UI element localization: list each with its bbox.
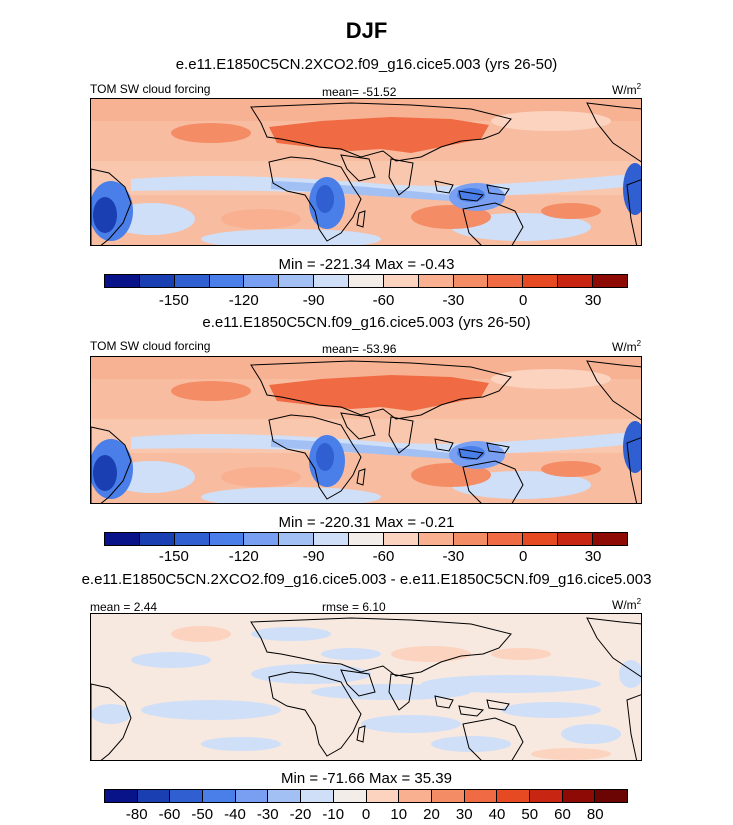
colorbar-swatch [314,533,350,545]
panel2-units: W/m2 [612,339,642,354]
colorbar-tick-label: -60 [372,292,395,309]
panel3-mean-label: mean = 2.44 [90,600,158,614]
colorbar-swatch [399,790,432,802]
colorbar-swatch [279,275,315,287]
colorbar-swatch [137,790,171,802]
colorbar-swatch [431,790,465,802]
colorbar-swatch [383,533,419,545]
colorbar-swatch [314,275,350,287]
colorbar-swatch [488,275,524,287]
colorbar-swatch [529,790,563,802]
colorbar-tick-label: 30 [455,806,473,823]
colorbar-swatch [497,790,530,802]
colorbar-tick-label: 10 [390,806,408,823]
panel3-colorbar [104,789,628,803]
colorbar-swatch [453,533,489,545]
panel3-units: W/m2 [612,597,642,612]
colorbar-swatch [349,275,384,287]
colorbar-tick-label: 30 [584,548,602,565]
colorbar-tick-label: 0 [519,292,528,309]
colorbar-swatch [593,275,627,287]
colorbar-tick-label: 80 [586,806,604,823]
colorbar-swatch [301,790,334,802]
colorbar-swatch [349,533,384,545]
colorbar-swatch [174,275,210,287]
colorbar-swatch [209,275,245,287]
panel2-minmax: Min = -220.31 Max = -0.21 [278,514,455,531]
colorbar-tick-label: 50 [521,806,539,823]
colorbar-swatch [139,275,175,287]
colorbar-swatch [105,275,140,287]
colorbar-tick-label: 0 [361,806,371,823]
panel2-map [90,356,642,504]
colorbar-tick-label: -10 [322,806,345,823]
colorbar-swatch [453,275,489,287]
panel2-colorbar [104,532,628,546]
colorbar-tick-label: -80 [125,806,148,823]
colorbar-swatch [523,275,559,287]
panel2-variable-label: TOM SW cloud forcing [90,339,211,353]
panel2-case-title: e.e11.E1850C5CN.f09_g16.cice5.003 (yrs 2… [202,314,531,331]
colorbar-swatch [105,790,138,802]
panel1-case-title: e.e11.E1850C5CN.2XCO2.f09_g16.cice5.003 … [175,56,558,73]
colorbar-tick-label: -40 [224,806,246,823]
panel1-colorbar [104,274,628,288]
panel3-rmse-label: rmse = 6.10 [322,600,386,614]
colorbar-tick-label: 20 [423,806,440,823]
panel2-mean-label: mean= -53.96 [322,342,397,356]
colorbar-swatch [593,533,627,545]
colorbar-swatch [174,533,210,545]
colorbar-swatch [203,790,236,802]
colorbar-tick-label: -60 [158,806,181,823]
colorbar-swatch [523,533,559,545]
colorbar-swatch [209,533,245,545]
colorbar-tick-label: -30 [442,548,465,565]
colorbar-swatch [105,533,140,545]
panel1-variable-label: TOM SW cloud forcing [90,82,211,96]
colorbar-swatch [418,275,454,287]
panel1-mean-label: mean= -51.52 [322,85,397,99]
colorbar-tick-label: 60 [554,806,571,823]
colorbar-tick-label: -60 [372,548,395,565]
colorbar-swatch [244,275,280,287]
colorbar-tick-label: -90 [302,548,325,565]
colorbar-tick-label: 40 [488,806,506,823]
colorbar-tick-label: -30 [442,292,465,309]
colorbar-swatch [244,533,280,545]
colorbar-swatch [464,790,498,802]
colorbar-swatch [562,790,596,802]
colorbar-tick-label: -30 [256,806,279,823]
colorbar-swatch [268,790,302,802]
colorbar-swatch [488,533,524,545]
colorbar-swatch [418,533,454,545]
colorbar-swatch [235,790,269,802]
colorbar-tick-label: -50 [191,806,214,823]
panel1-units: W/m2 [612,82,642,97]
panel3-minmax: Min = -71.66 Max = 35.39 [281,770,452,787]
colorbar-swatch [558,275,594,287]
colorbar-tick-label: 0 [519,548,528,565]
colorbar-tick-label: -120 [228,292,259,309]
panel1-map [90,98,642,246]
colorbar-tick-label: 30 [584,292,602,309]
panel3-map [90,613,642,761]
colorbar-tick-label: -20 [289,806,312,823]
colorbar-tick-label: -120 [228,548,259,565]
colorbar-swatch [139,533,175,545]
colorbar-swatch [558,533,594,545]
colorbar-swatch [170,790,204,802]
panel1-minmax: Min = -221.34 Max = -0.43 [278,256,455,273]
colorbar-swatch [366,790,400,802]
colorbar-swatch [595,790,627,802]
colorbar-swatch [333,790,367,802]
colorbar-tick-label: -150 [158,292,189,309]
colorbar-tick-label: -90 [302,292,325,309]
colorbar-swatch [279,533,315,545]
figure-title: DJF [345,18,388,43]
panel3-case-title: e.e11.E1850C5CN.2XCO2.f09_g16.cice5.003 … [81,571,652,588]
colorbar-tick-label: -150 [158,548,189,565]
colorbar-swatch [383,275,419,287]
